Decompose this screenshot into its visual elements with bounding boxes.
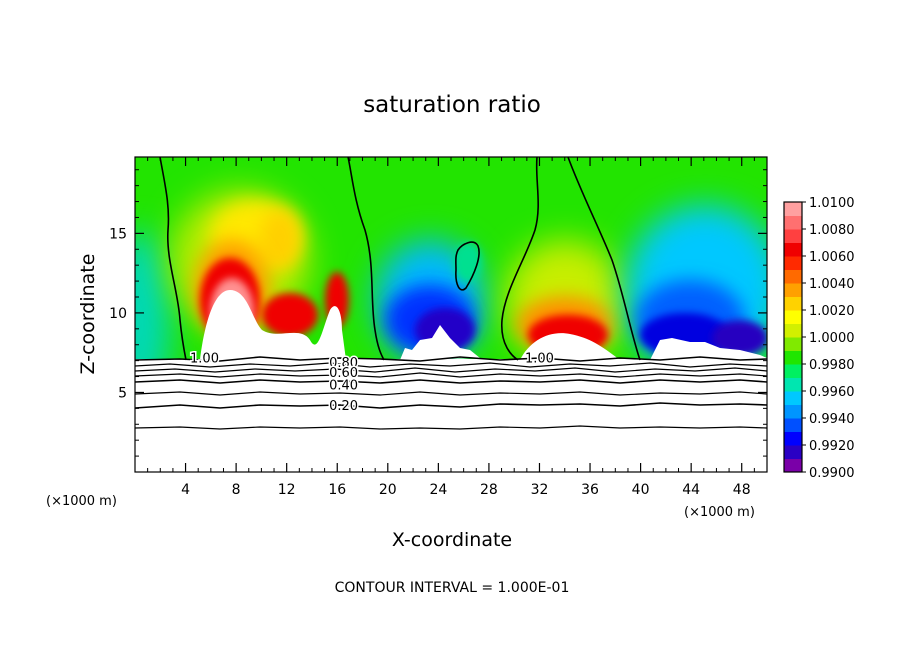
- contour-interval-note: CONTOUR INTERVAL = 1.000E-01: [335, 580, 570, 596]
- colorbar: 1.0100 1.0080 1.0060 1.0040 1.0020 1.0000 0.99…: [783, 196, 855, 481]
- colorbar-label: 0.9960: [809, 385, 855, 400]
- colorbar-segment: [784, 296, 802, 311]
- colorbar-segment: [784, 229, 802, 243]
- colorbar-segment: [784, 391, 802, 405]
- contour-label: 1.00: [525, 351, 554, 366]
- x-tick-label: 20: [379, 482, 397, 498]
- colorbar-segment: [784, 283, 802, 297]
- x-tick-label: 16: [328, 482, 346, 498]
- colorbar-segment: [784, 445, 802, 459]
- colorbar-segment: [784, 458, 802, 473]
- colorbar-segment: [784, 350, 802, 365]
- y-tick-label: 15: [109, 226, 127, 242]
- colorbar-segment: [784, 377, 802, 392]
- field-warm-right: [505, 240, 625, 360]
- colorbar-label: 0.9940: [809, 412, 855, 427]
- cloud-bumps: [400, 325, 480, 360]
- colorbar-segment: [784, 337, 802, 351]
- colorbar-label: 0.9980: [809, 358, 855, 373]
- x-axis-unit: (×1000 m): [684, 505, 755, 520]
- contour-label: 0.40: [329, 379, 358, 394]
- saturation-field: [135, 157, 767, 410]
- x-tick-label: 44: [682, 482, 700, 498]
- field-warm-left: [170, 190, 349, 360]
- colorbar-label: 0.9920: [809, 439, 855, 454]
- x-axis: 4 8 12 16 20 24 28 32 36 40 44 48: [147, 157, 755, 498]
- x-tick-label: 32: [531, 482, 549, 498]
- x-tick-label: 36: [581, 482, 599, 498]
- colorbar-label: 0.9900: [809, 466, 855, 481]
- colorbar-label: 1.0100: [809, 196, 855, 211]
- colorbar-segment: [784, 364, 802, 378]
- colorbar-segment: [784, 418, 802, 432]
- colorbar-segment: [784, 431, 802, 446]
- x-tick-label: 40: [632, 482, 650, 498]
- y-tick-label: 10: [109, 306, 127, 322]
- plot-area: 1.00 0.800.600.40 0.20 1.00: [135, 157, 767, 472]
- y-axis: 5 10 15: [109, 169, 767, 457]
- x-tick-label: 28: [480, 482, 498, 498]
- contour-label: 0.80: [329, 356, 358, 371]
- contour-label: 0.60: [329, 366, 358, 381]
- colorbar-segment: [784, 323, 802, 338]
- colorbar-label: 1.0080: [809, 223, 855, 238]
- saturation-contours: [159, 157, 641, 361]
- contour-label: 1.00: [190, 351, 219, 366]
- contour-label: 0.20: [329, 399, 358, 414]
- colorbar-segment: [784, 310, 802, 324]
- contour-labels: 1.00 0.800.600.40 0.20 1.00: [189, 350, 556, 416]
- lower-contours: [135, 356, 767, 430]
- y-tick-label: 5: [118, 385, 127, 401]
- x-tick-label: 24: [429, 482, 447, 498]
- colorbar-segment: [784, 269, 802, 284]
- x-tick-label: 8: [232, 482, 241, 498]
- colorbar-label: 1.0020: [809, 304, 855, 319]
- x-axis-label: X-coordinate: [392, 529, 512, 551]
- x-tick-label: 4: [181, 482, 190, 498]
- y-axis-label: Z-coordinate: [77, 254, 99, 375]
- colorbar-label: 1.0000: [809, 331, 855, 346]
- colorbar-segment: [784, 215, 802, 230]
- colorbar-segment: [784, 404, 802, 419]
- x-tick-label: 12: [278, 482, 296, 498]
- x-tick-label: 48: [733, 482, 751, 498]
- colorbar-segment: [784, 256, 802, 270]
- colorbar-segment: [784, 202, 802, 216]
- y-axis-unit: (×1000 m): [46, 494, 117, 509]
- lower-region: [135, 359, 767, 472]
- chart-title: saturation ratio: [363, 92, 541, 118]
- colorbar-label: 1.0060: [809, 250, 855, 265]
- colorbar-label: 1.0040: [809, 277, 855, 292]
- colorbar-segment: [784, 242, 802, 257]
